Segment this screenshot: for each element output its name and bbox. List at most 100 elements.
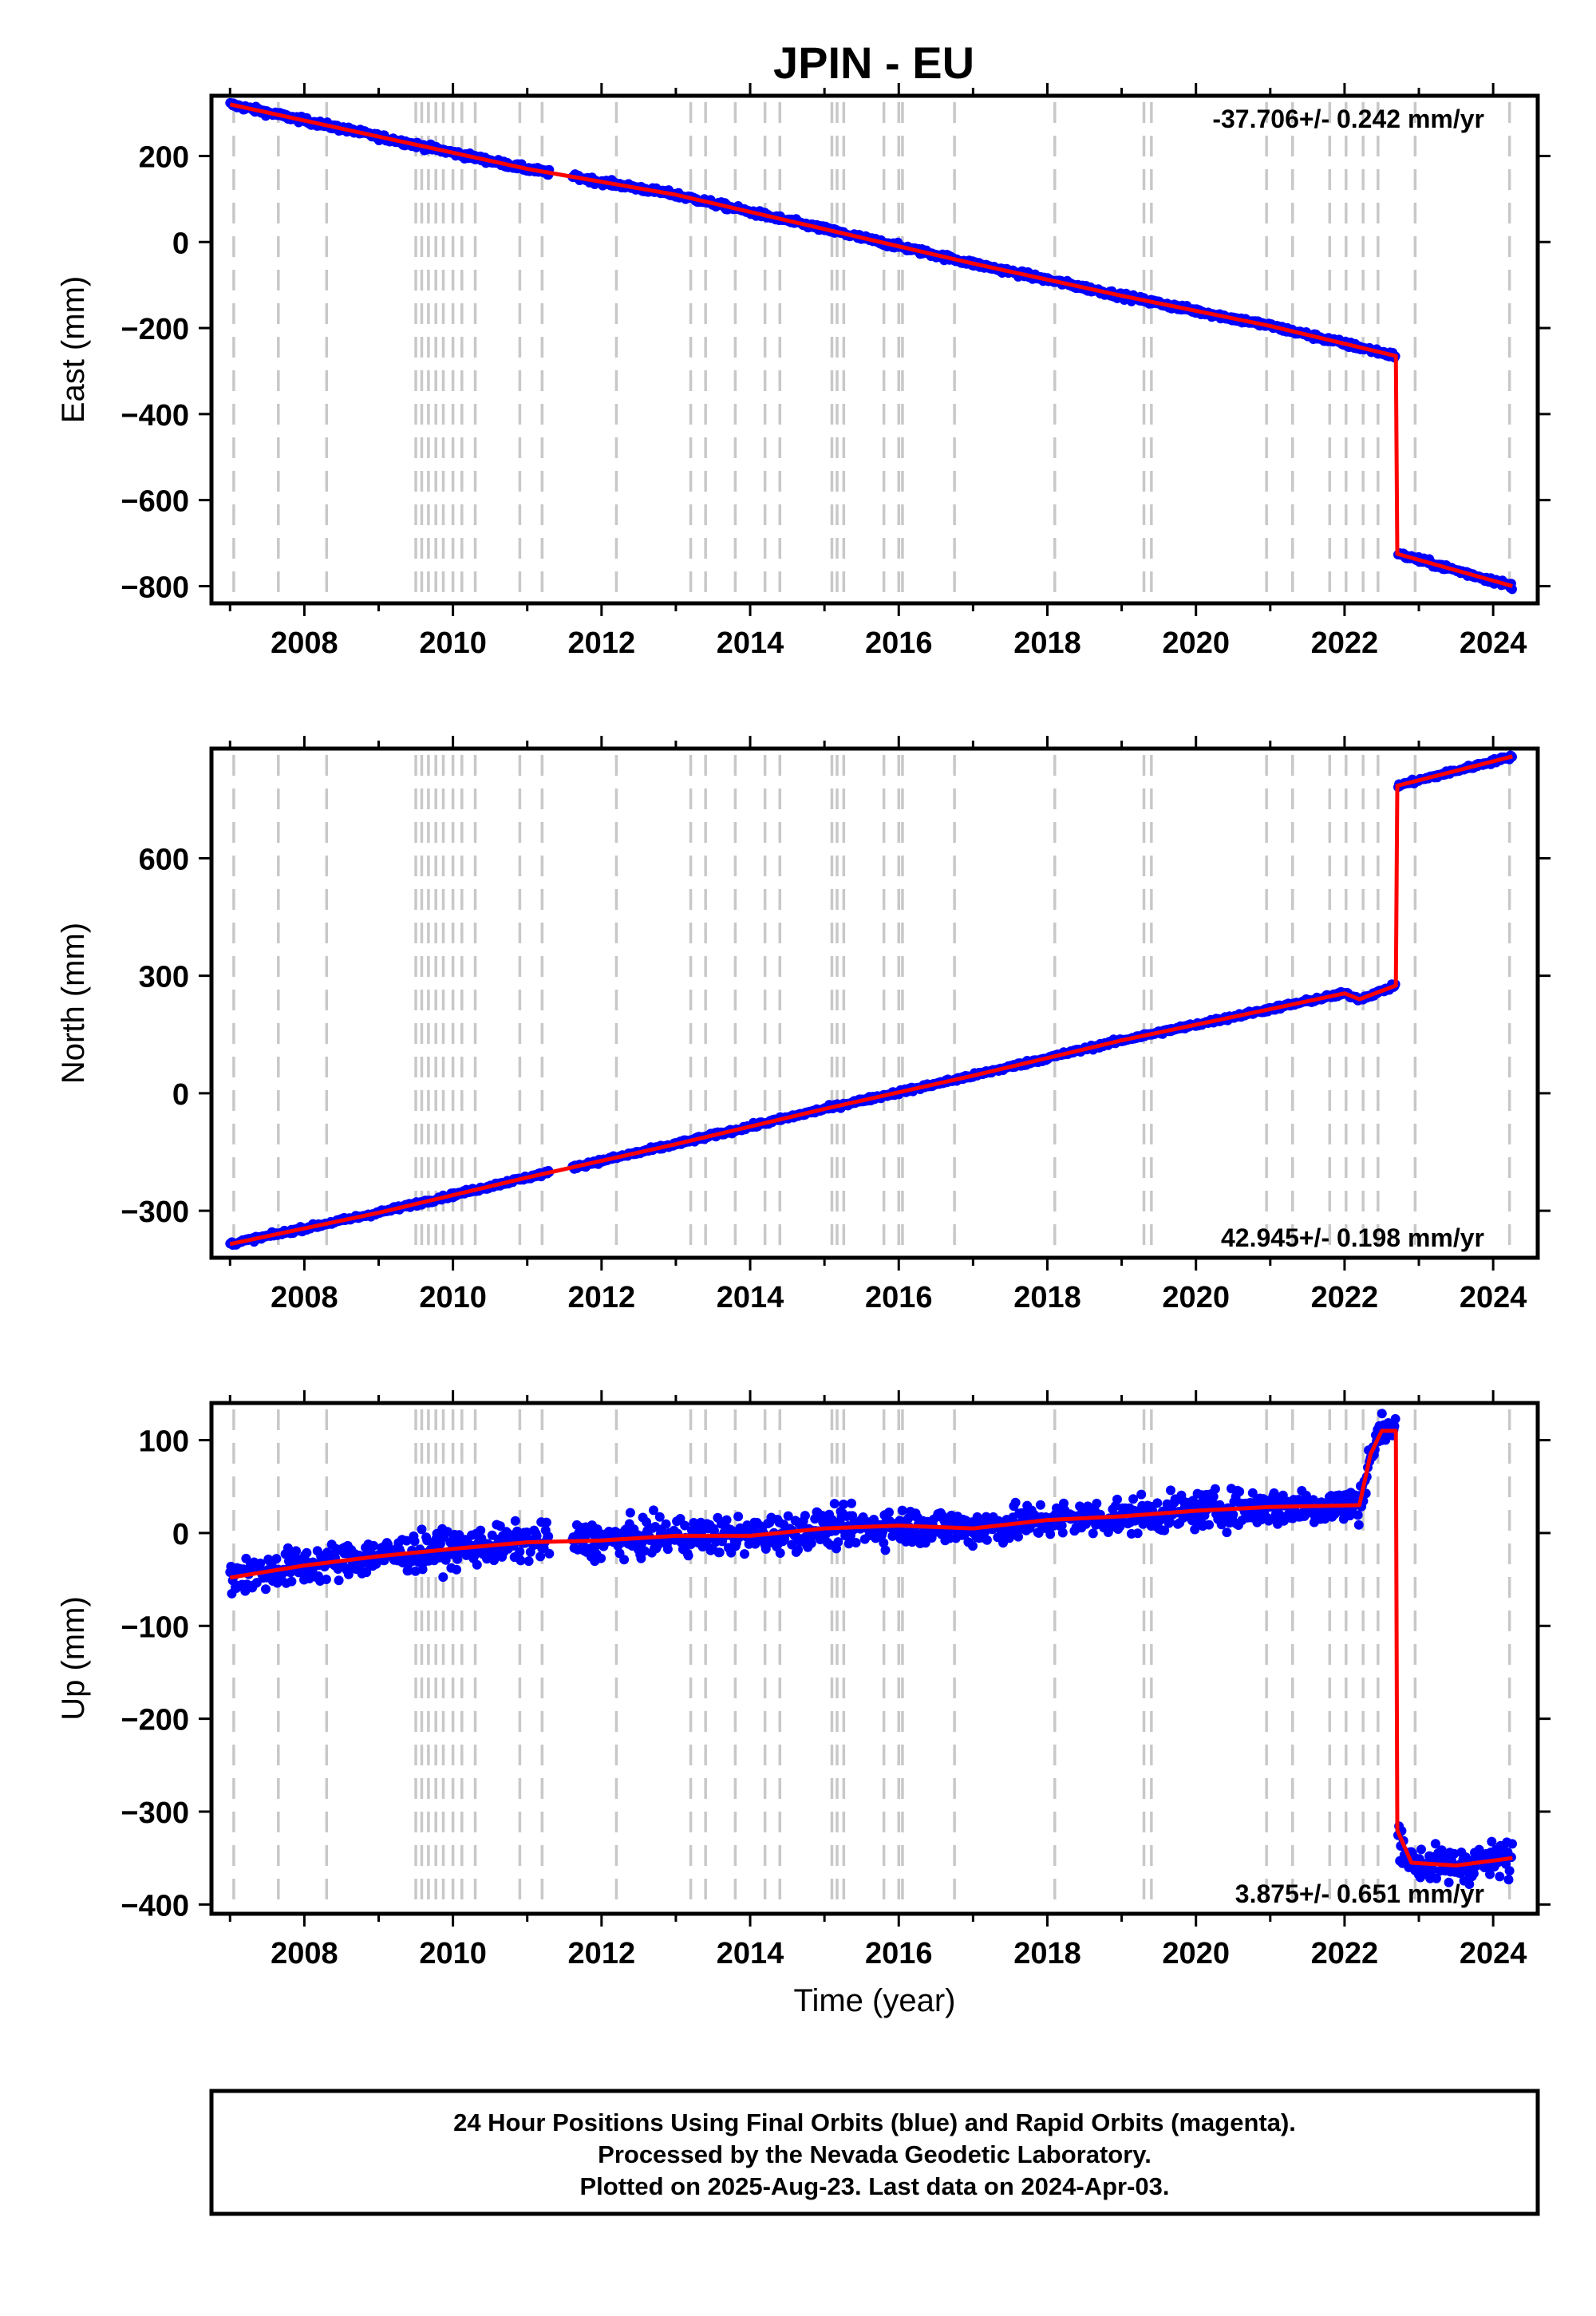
data-point: [714, 1547, 725, 1558]
x-tick-label: 2016: [865, 626, 933, 660]
data-point: [1228, 1509, 1238, 1520]
data-points-east: [225, 97, 1517, 595]
rate-label-east: -37.706+/- 0.242 mm/yr: [1212, 105, 1484, 133]
data-point: [1088, 1528, 1098, 1539]
panel-north: 2008 2010 2012 2014 2016 2018 2020 2022 2024 600…: [56, 736, 1551, 1314]
x-tick-label: 2014: [717, 1281, 784, 1314]
data-point: [302, 1547, 312, 1558]
data-point: [1377, 1409, 1387, 1419]
x-tick-label: 2020: [1162, 1937, 1230, 1970]
data-point: [523, 1556, 534, 1567]
data-point: [982, 1535, 992, 1545]
data-point: [1057, 1528, 1068, 1538]
data-point: [1013, 1531, 1023, 1542]
data-point: [897, 1505, 907, 1516]
data-point: [1152, 1498, 1163, 1508]
y-tick-label: −600: [120, 485, 189, 519]
data-point: [1390, 1413, 1400, 1424]
x-tick-label: 2022: [1311, 626, 1379, 660]
data-point: [829, 1499, 839, 1509]
data-point: [1035, 1500, 1045, 1510]
plot-frame-up: [209, 1401, 1540, 1916]
x-axis-east: 2008 2010 2012 2014 2016 2018 2020 2022 2024: [228, 83, 1527, 660]
data-point: [476, 1525, 486, 1535]
footer-box: 24 Hour Positions Using Final Orbits (bl…: [209, 2089, 1540, 2216]
data-point: [1045, 1529, 1056, 1539]
data-points-up: [225, 1409, 1517, 1889]
data-point: [1222, 1528, 1232, 1538]
plot-frame-north: [209, 746, 1540, 1260]
x-tick-label: 2024: [1460, 1281, 1527, 1314]
data-point: [793, 1545, 803, 1555]
x-tick-label: 2014: [717, 626, 784, 660]
data-point: [321, 1575, 331, 1584]
data-point: [1010, 1497, 1021, 1508]
chart-title: JPIN - EU: [773, 38, 974, 88]
data-point: [800, 1511, 810, 1521]
y-tick-label: 0: [172, 1518, 189, 1551]
data-point: [1166, 1485, 1175, 1496]
data-point: [472, 1559, 482, 1570]
x-tick-label: 2018: [1013, 1281, 1081, 1314]
y-tick-label: 200: [139, 140, 189, 174]
x-tick-label: 2024: [1460, 626, 1527, 660]
data-point: [1235, 1487, 1245, 1496]
x-tick-label: 2010: [419, 1281, 487, 1314]
data-point: [1353, 1520, 1364, 1530]
x-tick-label: 2020: [1162, 626, 1230, 660]
x-tick-label: 2024: [1460, 1937, 1527, 1970]
xlabel-up: Time (year): [794, 1983, 956, 2018]
panel-east: 2008 2010 2012 2014 2016 2018 2020 2022 2024 200…: [56, 83, 1551, 660]
ylabel-north: North (mm): [56, 923, 91, 1084]
data-point: [1132, 1528, 1143, 1539]
data-point: [661, 1519, 671, 1529]
x-tick-label: 2016: [865, 1281, 933, 1314]
data-point: [1503, 1875, 1514, 1885]
data-point: [510, 1516, 520, 1526]
x-tick-label: 2014: [717, 1937, 784, 1970]
data-point: [271, 1554, 282, 1564]
data-point: [662, 1544, 673, 1555]
data-point: [1507, 1839, 1517, 1849]
data-point: [1128, 1494, 1139, 1504]
data-point: [968, 1541, 978, 1551]
data-point: [683, 1551, 693, 1561]
y-tick-label: −200: [120, 1704, 189, 1737]
data-point: [535, 1551, 546, 1562]
x-tick-label: 2018: [1013, 1937, 1081, 1970]
data-point: [740, 1549, 749, 1559]
x-tick-label: 2020: [1162, 1281, 1230, 1314]
event-lines-north: [232, 755, 1511, 1255]
y-axis-north: 600 300 0 −300: [120, 843, 1551, 1229]
x-tick-label: 2008: [271, 1937, 338, 1970]
data-point: [847, 1498, 856, 1508]
footer-line-1: 24 Hour Positions Using Final Orbits (bl…: [453, 2109, 1296, 2136]
data-point: [286, 1576, 297, 1587]
y-tick-label: −800: [120, 571, 189, 604]
data-point: [261, 1584, 271, 1595]
event-lines-up: [232, 1409, 1511, 1911]
y-tick-label: −400: [120, 399, 189, 433]
rate-label-up: 3.875+/- 0.651 mm/yr: [1235, 1879, 1484, 1908]
data-point: [851, 1538, 861, 1547]
y-tick-label: −300: [120, 1196, 189, 1229]
data-point: [1092, 1498, 1102, 1508]
y-tick-label: −100: [120, 1611, 189, 1644]
data-point: [1495, 1871, 1505, 1882]
trend-line: [229, 102, 1513, 588]
data-point: [544, 1548, 555, 1559]
data-points-north: [225, 750, 1517, 1250]
x-tick-label: 2022: [1311, 1281, 1379, 1314]
data-point: [438, 1572, 448, 1583]
y-tick-label: −400: [120, 1889, 189, 1923]
ylabel-up: Up (mm): [56, 1596, 91, 1721]
y-tick-label: −200: [120, 313, 189, 346]
x-tick-label: 2016: [865, 1937, 933, 1970]
plot-frame-east: [209, 93, 1540, 606]
x-tick-label: 2012: [568, 1937, 636, 1970]
data-point: [775, 1548, 785, 1558]
data-point: [1204, 1520, 1215, 1530]
y-tick-label: 0: [172, 1078, 189, 1112]
data-point: [721, 1515, 732, 1525]
